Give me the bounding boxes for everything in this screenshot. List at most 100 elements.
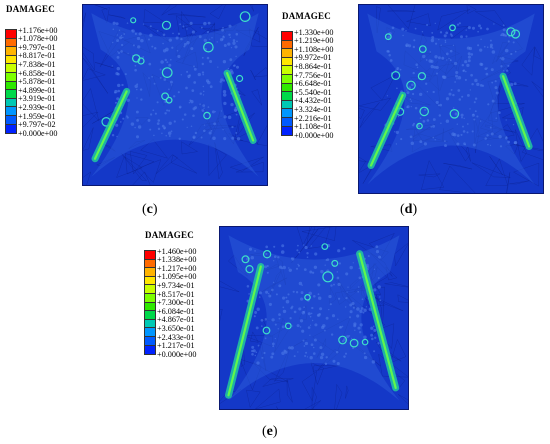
mesh-node	[148, 62, 152, 66]
mesh-node	[471, 26, 476, 30]
mesh-element	[301, 226, 337, 241]
mesh-node	[140, 38, 144, 43]
mesh-element	[291, 228, 319, 263]
mesh-node	[131, 29, 135, 33]
mesh-node	[363, 352, 366, 355]
aggregate-ring	[361, 338, 369, 346]
mesh-node	[116, 66, 121, 71]
mesh-element	[387, 4, 416, 29]
mesh-node	[164, 112, 167, 115]
mesh-node	[140, 98, 143, 101]
mesh-node	[430, 125, 433, 128]
legend-title: DAMAGEC	[145, 230, 194, 240]
mesh-node	[232, 39, 236, 42]
mesh-node	[297, 351, 299, 353]
mesh-node	[265, 252, 268, 256]
mesh-element	[514, 129, 527, 162]
mesh-element	[358, 107, 365, 120]
mesh-node	[301, 329, 305, 333]
mesh-node	[235, 55, 237, 58]
mesh-node	[354, 329, 356, 332]
mesh-element	[531, 81, 544, 99]
mesh-node	[489, 144, 492, 147]
mesh-node	[337, 297, 341, 300]
mesh-node	[410, 141, 415, 146]
mesh-node	[180, 37, 183, 41]
legend-swatch	[281, 117, 293, 128]
mesh-node	[235, 131, 238, 134]
mesh-node	[324, 329, 326, 332]
mesh-node	[288, 268, 292, 272]
mesh-node	[440, 44, 442, 46]
mesh-node	[502, 28, 506, 32]
mesh-node	[134, 68, 137, 72]
mesh-node	[343, 338, 346, 341]
aggregate-ring	[203, 41, 214, 53]
mesh-node	[287, 293, 290, 296]
mesh-node	[411, 83, 414, 87]
mesh-node	[111, 65, 113, 67]
mesh-node	[466, 131, 469, 134]
mesh-node	[476, 82, 480, 87]
mesh-node	[168, 88, 170, 91]
mesh-node	[458, 22, 461, 25]
mesh-node	[498, 135, 502, 139]
mesh-element	[176, 15, 197, 39]
mesh-node	[299, 319, 304, 323]
mesh-node	[412, 71, 415, 75]
mesh-node	[199, 92, 203, 95]
mesh-node	[165, 47, 169, 52]
mesh-node	[222, 35, 225, 39]
mesh-node	[406, 89, 408, 91]
mesh-node	[201, 71, 205, 74]
mesh-node	[309, 315, 312, 318]
mesh-element	[505, 172, 511, 194]
mesh-node	[216, 41, 218, 43]
mesh-element	[251, 89, 262, 106]
mesh-node	[272, 345, 275, 348]
mesh-node	[223, 101, 227, 106]
mesh-node	[412, 124, 415, 127]
mesh-node	[483, 45, 486, 48]
mesh-node	[349, 310, 353, 314]
aggregate-ring	[416, 122, 423, 130]
aggregate-ring	[304, 294, 311, 301]
mesh-node	[320, 269, 324, 274]
legend-tick-label: +3.650e-01	[157, 323, 195, 333]
mesh-node	[309, 356, 313, 360]
mesh-node	[248, 293, 250, 295]
mesh-node	[273, 260, 275, 262]
mesh-node	[394, 69, 397, 72]
mesh-node	[296, 249, 299, 252]
legend-swatch	[144, 284, 156, 295]
mesh-node	[265, 290, 269, 294]
mesh-node	[134, 84, 138, 89]
mesh-node	[254, 250, 256, 252]
mesh-node	[117, 51, 121, 55]
mesh-node	[290, 306, 293, 310]
legend-swatch	[144, 250, 156, 261]
mesh-node	[201, 56, 204, 59]
mesh-node	[460, 133, 463, 136]
mesh-node	[198, 35, 202, 39]
mesh-node	[467, 52, 471, 56]
mesh-node	[462, 69, 466, 72]
aggregate-ring	[510, 29, 521, 39]
legend-swatch	[144, 267, 156, 278]
mesh-node	[437, 104, 440, 107]
mesh-node	[185, 86, 188, 90]
mesh-node	[189, 21, 193, 25]
mesh-element	[82, 68, 106, 81]
mesh-node	[499, 57, 502, 59]
plot-frame	[82, 4, 268, 186]
mesh-node	[211, 37, 213, 39]
mesh-node	[454, 112, 458, 116]
mesh-node	[474, 78, 478, 83]
mesh-node	[415, 63, 418, 66]
mesh-node	[430, 38, 435, 43]
mesh-node	[432, 136, 435, 139]
mesh-node	[373, 350, 376, 353]
mesh-element	[405, 13, 431, 26]
mesh-node	[328, 308, 330, 311]
mesh-node	[489, 43, 493, 47]
